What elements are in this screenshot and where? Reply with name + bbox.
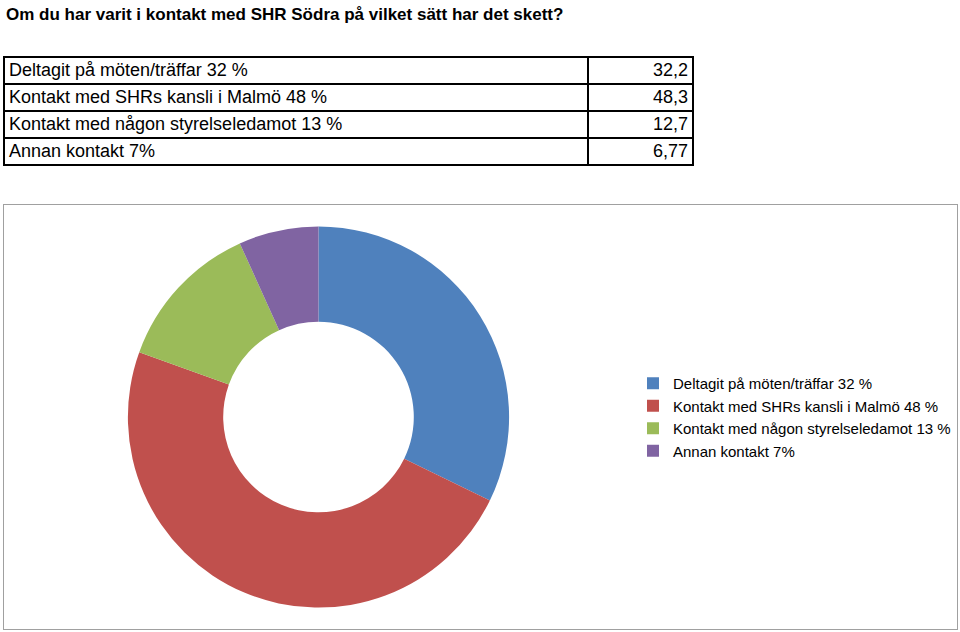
- html-text:Kontakt med någon styrelseleda: Kontakt med någon styrelseledamot 13 %: [9, 114, 343, 134]
- html-text:Annan kontakt 7%: Annan kontakt 7%: [9, 141, 156, 161]
- html-text:Om du har varit i kontakt med: Om du har varit i kontakt med SHR Södra …: [6, 5, 564, 24]
- svg-text:Annan kontakt 7%: Annan kontakt 7%: [673, 443, 795, 460]
- svg-text:Deltagit på möten/träffar 32 %: Deltagit på möten/träffar 32 %: [673, 375, 872, 392]
- html-text:Deltagit på möten/träffar 32 %: Deltagit på möten/träffar 32 %: [9, 60, 248, 80]
- html-text:12,7: 12,7: [653, 114, 688, 134]
- svg-text:Kontakt med någon styrelseleda: Kontakt med någon styrelseledamot 13 %: [673, 420, 951, 437]
- svg-text:Kontakt med SHRs kansli i Malm: Kontakt med SHRs kansli i Malmö 48 %: [673, 398, 938, 415]
- html-text:32,2: 32,2: [653, 60, 688, 80]
- html-text:6,77: 6,77: [653, 141, 688, 161]
- html-text:Kontakt med SHRs kansli i Malm: Kontakt med SHRs kansli i Malmö 48 %: [9, 87, 328, 107]
- html-text:48,3: 48,3: [653, 87, 688, 107]
